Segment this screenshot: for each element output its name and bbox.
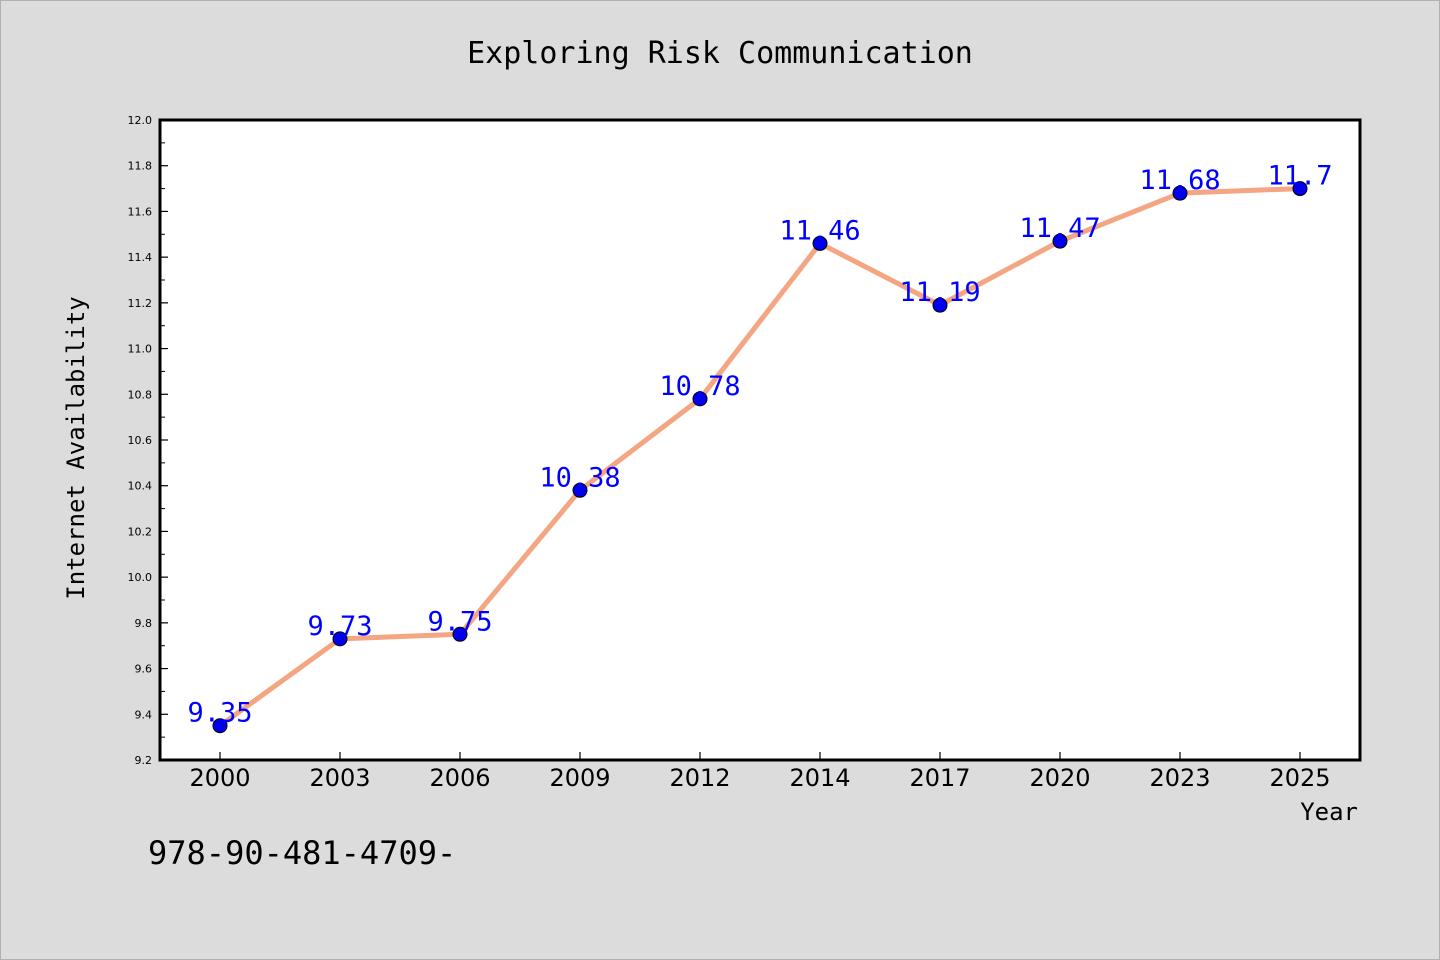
y-tick-label: 10.6 <box>128 434 153 447</box>
data-point <box>572 482 588 498</box>
data-point <box>1052 233 1068 249</box>
x-tick-label: 2000 <box>189 764 250 792</box>
plot-area <box>158 118 1362 762</box>
y-axis-label: Internet Availability <box>62 296 90 599</box>
data-label: 11.47 <box>1019 213 1100 244</box>
series-line <box>218 186 1301 728</box>
data-label: 9.75 <box>427 606 492 637</box>
data-point <box>452 626 468 642</box>
y-axis: 9.2 9.4 9.6 9.8 10.0 10.2 10.4 10.6 10.8 11.0 11.2… <box>128 114 168 767</box>
y-tick-label: 10.4 <box>128 480 153 493</box>
y-tick-label: 11.4 <box>128 251 153 264</box>
data-markers <box>212 181 1308 734</box>
data-label: 10.38 <box>539 462 620 493</box>
x-tick-label: 2017 <box>909 764 970 792</box>
data-label: 11.68 <box>1139 165 1220 196</box>
data-label: 9.35 <box>187 698 252 729</box>
y-tick-label: 9.4 <box>135 708 153 721</box>
data-label: 11.7 <box>1267 161 1332 192</box>
data-point <box>212 718 228 734</box>
y-tick-label: 12.0 <box>128 114 153 127</box>
x-tick-label: 2025 <box>1269 764 1330 792</box>
data-label: 10.78 <box>659 371 740 402</box>
y-tick-label: 11.0 <box>128 343 153 356</box>
x-tick-label: 2023 <box>1149 764 1210 792</box>
data-point <box>332 631 348 647</box>
x-tick-label: 2009 <box>549 764 610 792</box>
y-tick-label: 11.2 <box>128 297 153 310</box>
data-point <box>1292 181 1308 197</box>
y-tick-label: 9.2 <box>135 754 153 767</box>
y-tick-label: 11.8 <box>128 160 153 173</box>
data-label: 11.46 <box>779 215 860 246</box>
footer-isbn-text: 978-90-481-4709- <box>148 834 456 872</box>
data-point <box>932 297 948 313</box>
data-point <box>1172 185 1188 201</box>
chart-title: Exploring Risk Communication <box>467 36 973 71</box>
y-tick-label: 10.0 <box>128 571 153 584</box>
x-tick-label: 2003 <box>309 764 370 792</box>
y-tick-label: 9.6 <box>135 663 153 676</box>
y-tick-label: 9.8 <box>135 617 153 630</box>
data-point <box>692 391 708 407</box>
y-tick-label: 10.2 <box>128 525 153 538</box>
x-axis: 2000 2003 2006 2009 2012 2014 2017 2020 2023 2025 <box>189 752 1331 792</box>
data-labels: 9.35 9.73 9.75 10.38 10.78 11.46 11.19 11.47 11.… <box>187 161 1332 729</box>
x-tick-label: 2012 <box>669 764 730 792</box>
x-axis-label: Year <box>1300 798 1358 826</box>
x-tick-label: 2020 <box>1029 764 1090 792</box>
data-point <box>812 235 828 251</box>
x-tick-label: 2006 <box>429 764 490 792</box>
x-tick-label: 2014 <box>789 764 850 792</box>
data-label: 11.19 <box>899 277 980 308</box>
data-label: 9.73 <box>307 611 372 642</box>
y-tick-label: 11.6 <box>128 205 153 218</box>
y-tick-label: 10.8 <box>128 388 153 401</box>
